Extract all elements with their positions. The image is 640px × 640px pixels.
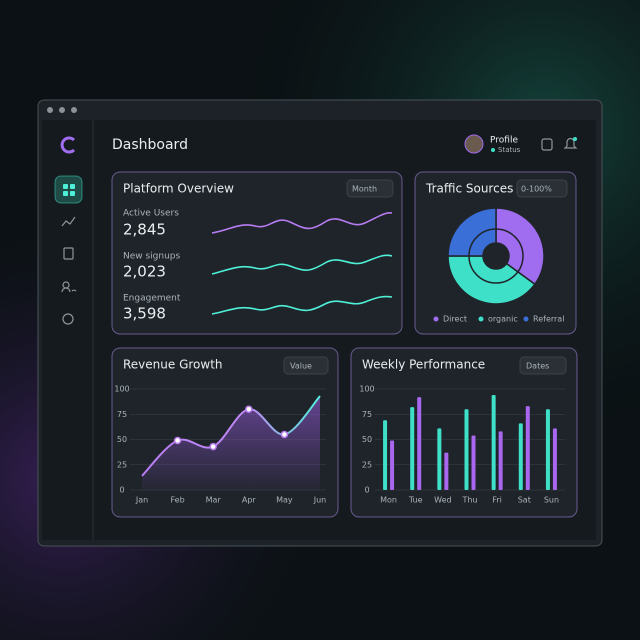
point [245,405,253,413]
bar [471,435,476,490]
metric-value: 2,845 [123,221,166,239]
metric-value: 3,598 [123,305,166,323]
area [142,396,320,490]
card [111,171,403,335]
pie-slice [447,207,497,257]
x-tick-label: Jun [313,496,327,505]
point [280,430,289,439]
pie-ring [468,228,524,284]
logo [60,136,76,154]
notifications-button[interactable] [563,137,578,149]
page-title: Dashboard [112,137,188,153]
filter-label[interactable]: 0-100% [521,185,552,194]
x-tick-label: Feb [171,496,185,505]
bar [390,440,395,490]
nav-icon [63,184,75,196]
bar [410,407,415,490]
legend-label: organic [488,315,518,324]
legend-swatch [478,316,484,322]
y-tick-label: 0 [364,486,369,495]
x-tick-label: Sat [518,496,531,505]
filter[interactable] [346,179,394,198]
window-dot [59,107,65,113]
card-title: Traffic Sources [425,182,513,196]
metric-value: 2,023 [123,263,166,281]
bar [444,452,449,490]
point [173,436,182,445]
window-dot [71,107,77,113]
x-tick-label: Tue [408,496,423,505]
card-title: Platform Overview [123,182,234,196]
y-tick-label: 0 [119,486,124,495]
x-tick-label: Sun [544,496,559,505]
card-title: Revenue Growth [123,358,223,372]
card-title: Weekly Performance [362,358,485,372]
avatar[interactable] [464,134,484,154]
x-tick-label: May [276,496,293,505]
bar [552,428,557,490]
x-tick-label: Thu [461,496,477,505]
filter-label[interactable]: Dates [526,362,549,371]
status-dot [491,148,495,152]
legend-label: Referral [533,315,564,324]
bar [417,397,422,490]
pie-slice [447,255,536,305]
window-dot [47,107,53,113]
nav-dashboard[interactable] [54,175,83,204]
legend-swatch [433,316,439,322]
bar [518,423,523,490]
nav-settings[interactable] [62,313,74,325]
bar [525,406,530,490]
filter[interactable] [516,179,568,198]
legend-label: Direct [443,315,467,324]
notification-badge [573,137,577,141]
x-tick-label: Jan [135,496,148,505]
bar [464,409,469,490]
metric-label: Engagement [123,294,181,304]
nav-documents[interactable] [63,247,74,260]
filter[interactable] [283,356,329,375]
y-tick-label: 100 [114,385,129,394]
nav-analytics[interactable] [61,216,76,227]
x-tick-label: Wed [434,496,451,505]
y-tick-label: 50 [117,435,127,444]
bar [437,428,442,490]
messages-button[interactable] [541,138,553,151]
y-tick-label: 50 [362,435,372,444]
x-tick-label: Mon [380,496,397,505]
x-tick-label: Apr [242,496,257,505]
metric-label: Active Users [123,209,179,219]
profile-status: Status [498,146,521,154]
legend-swatch [523,316,529,322]
metric-label: New signups [123,252,181,262]
pie-slice [495,207,545,286]
y-tick-label: 25 [362,460,372,469]
y-tick-label: 25 [117,460,127,469]
filter-label[interactable]: Month [352,185,377,194]
point [209,442,217,451]
bar [383,420,388,490]
y-tick-label: 75 [362,410,372,419]
bar [498,431,503,490]
filter[interactable] [519,356,567,375]
x-tick-label: Mar [206,496,222,505]
sparklines [211,212,393,315]
profile-name[interactable]: Profile [490,136,518,146]
nav-users[interactable] [61,281,77,293]
y-tick-label: 75 [117,410,127,419]
filter-label[interactable]: Value [290,362,312,371]
y-tick-label: 100 [359,385,374,394]
card [414,171,577,335]
bar [491,395,496,490]
x-tick-label: Fri [492,496,502,505]
bar [545,409,550,490]
